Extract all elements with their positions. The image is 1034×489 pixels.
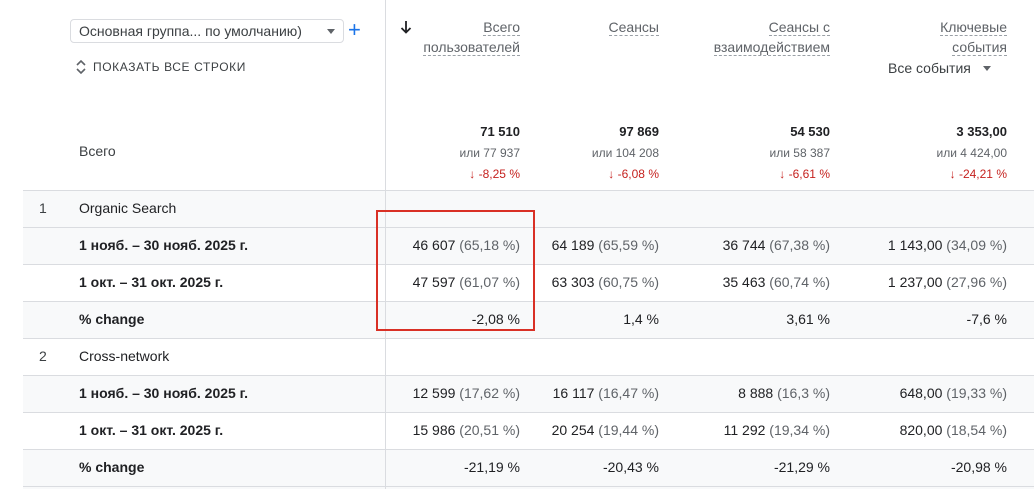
row-label: 1 нояб. – 30 нояб. 2025 г. [79, 385, 249, 401]
cell-sessions: 16 117 (16,47 %) [552, 385, 659, 401]
column-header-line: взаимодействием [713, 39, 830, 56]
row-label: 1 окт. – 31 окт. 2025 г. [79, 274, 224, 290]
cell-engaged-sessions: -21,29 % [773, 459, 830, 475]
total-compare: или 58 387 [769, 146, 830, 160]
column-header-total-users[interactable]: Всего пользователей [423, 17, 520, 57]
events-selector-label: Все события [888, 60, 971, 76]
chevron-down-icon [327, 28, 335, 34]
events-selector[interactable]: Все события [888, 60, 991, 76]
total-delta: ↓ -24,21 % [949, 167, 1007, 181]
total-delta: ↓ -8,25 % [469, 167, 520, 181]
highlight-annotation-box [376, 210, 535, 331]
cell-sessions: 1,4 % [623, 311, 659, 327]
total-value: 97 869 [619, 124, 659, 139]
total-delta: ↓ -6,08 % [608, 167, 659, 181]
cell-key-events: 820,00 (18,54 %) [899, 422, 1007, 438]
totals-label: Всего [79, 143, 116, 159]
group-name: Cross-network [79, 348, 170, 364]
total-compare: или 77 937 [459, 146, 520, 160]
totals-cell-engaged-sessions: 54 530 или 58 387 ↓ -6,61 % [770, 124, 830, 182]
cell-key-events: -20,98 % [950, 459, 1007, 475]
sort-descending-icon[interactable] [400, 20, 412, 34]
cell-sessions: 63 303 (60,75 %) [551, 274, 659, 290]
total-value: 3 353,00 [956, 124, 1007, 139]
row-divider [23, 190, 1034, 191]
totals-cell-total-users: 71 510 или 77 937 ↓ -8,25 % [460, 124, 520, 182]
row-band [23, 227, 1034, 264]
row-label: 1 окт. – 31 окт. 2025 г. [79, 422, 224, 438]
column-header-line: Всего [483, 19, 520, 36]
total-compare: или 4 424,00 [936, 146, 1007, 160]
cell-engaged-sessions: 11 292 (19,34 %) [723, 422, 830, 438]
show-all-rows-button[interactable]: ПОКАЗАТЬ ВСЕ СТРОКИ [76, 60, 246, 74]
row-label: % change [79, 459, 145, 475]
cell-key-events: 1 237,00 (27,96 %) [887, 274, 1007, 290]
column-divider [385, 0, 386, 489]
column-header-sessions[interactable]: Сеансы [608, 17, 659, 37]
row-label: % change [79, 311, 145, 327]
cell-engaged-sessions: 3,61 % [786, 311, 830, 327]
column-header-line: Сеансы [608, 19, 659, 36]
column-header-line: события [952, 39, 1007, 56]
row-divider [23, 338, 1034, 339]
total-delta: ↓ -6,61 % [779, 167, 830, 181]
add-dimension-button[interactable]: + [348, 17, 361, 42]
total-compare: или 104 208 [591, 146, 659, 160]
row-band [23, 375, 1034, 412]
cell-total-users: -2,08 % [471, 311, 520, 327]
cell-key-events: 648,00 (19,33 %) [899, 385, 1007, 401]
cell-total-users: 15 986 (20,51 %) [412, 422, 520, 438]
cell-sessions: -20,43 % [602, 459, 659, 475]
column-header-engaged-sessions[interactable]: Сеансы с взаимодействием [713, 17, 830, 57]
row-divider [23, 486, 1034, 487]
column-header-line: пользователей [423, 39, 520, 56]
dimension-selector-label: Основная группа... по умолчанию) [79, 23, 302, 39]
row-band [23, 449, 1034, 489]
group-name: Organic Search [79, 200, 177, 216]
unfold-icon [76, 60, 86, 74]
cell-engaged-sessions: 36 744 (67,38 %) [722, 237, 830, 253]
cell-engaged-sessions: 35 463 (60,74 %) [722, 274, 830, 290]
row-divider [23, 301, 1034, 302]
dimension-selector[interactable]: Основная группа... по умолчанию) [70, 19, 344, 43]
chevron-down-icon [982, 65, 991, 71]
cell-key-events: -7,6 % [966, 311, 1007, 327]
total-value: 54 530 [790, 124, 830, 139]
cell-sessions: 20 254 (19,44 %) [551, 422, 659, 438]
totals-divider-band [23, 190, 1034, 227]
row-divider [23, 449, 1034, 450]
column-header-line: Сеансы с [768, 19, 830, 36]
cell-engaged-sessions: 8 888 (16,3 %) [738, 385, 830, 401]
cell-total-users: 46 607 (65,18 %) [412, 237, 520, 253]
total-value: 71 510 [480, 124, 520, 139]
totals-cell-key-events: 3 353,00 или 4 424,00 ↓ -24,21 % [937, 124, 1007, 182]
cell-total-users: 12 599 (17,62 %) [412, 385, 520, 401]
cell-total-users: 47 597 (61,07 %) [412, 274, 520, 290]
row-divider [23, 227, 1034, 228]
row-label: 1 нояб. – 30 нояб. 2025 г. [79, 237, 249, 253]
totals-cell-sessions: 97 869 или 104 208 ↓ -6,08 % [592, 124, 659, 182]
row-band [23, 301, 1034, 338]
column-header-key-events[interactable]: Ключевые события [940, 17, 1007, 57]
row-rank: 2 [39, 348, 47, 364]
cell-key-events: 1 143,00 (34,09 %) [887, 237, 1007, 253]
cell-total-users: -21,19 % [463, 459, 520, 475]
show-all-rows-label: ПОКАЗАТЬ ВСЕ СТРОКИ [93, 60, 246, 74]
column-header-line: Ключевые [940, 19, 1007, 36]
row-divider [23, 412, 1034, 413]
row-divider [23, 264, 1034, 265]
row-rank: 1 [39, 200, 47, 216]
row-divider [23, 375, 1034, 376]
cell-sessions: 64 189 (65,59 %) [551, 237, 659, 253]
